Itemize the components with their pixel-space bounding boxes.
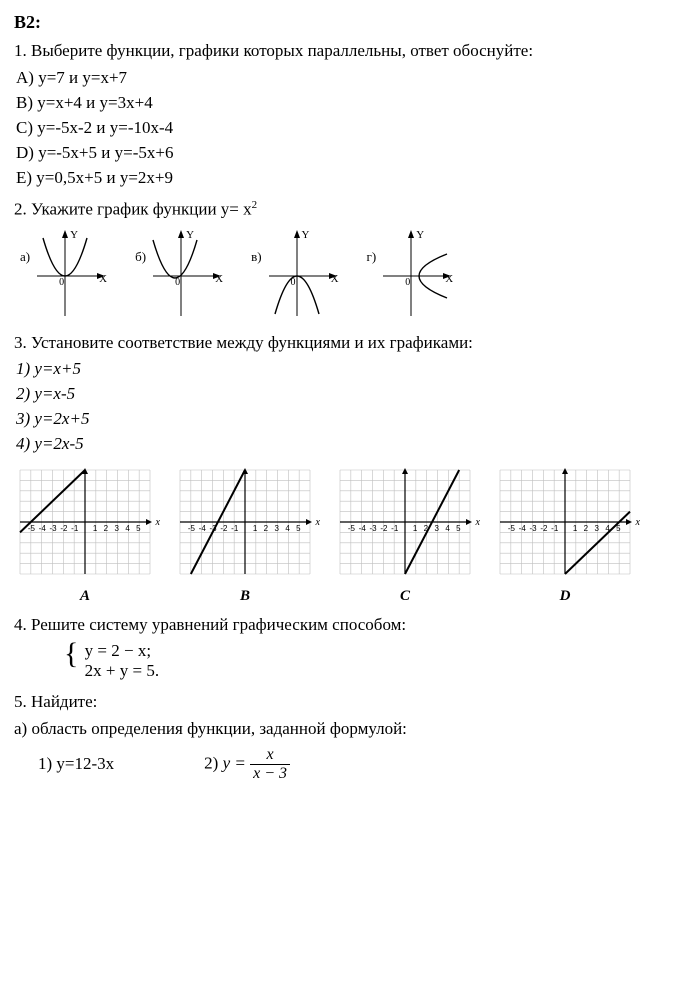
svg-text:-4: -4 (359, 524, 367, 533)
q2-sup: 2 (252, 199, 258, 211)
q2-prompt-text: 2. Укажите график функции y= x (14, 200, 252, 219)
q2-sketch-3: г) Y X 0 (367, 228, 454, 320)
question-1: 1. Выберите функции, графики которых пар… (14, 40, 672, 190)
svg-text:3: 3 (435, 524, 440, 533)
grid-chart: -5-4-3-2-112345x (16, 466, 154, 578)
svg-text:2: 2 (584, 524, 589, 533)
q3-grid-label: C (400, 586, 410, 606)
svg-text:-2: -2 (540, 524, 548, 533)
sketch-box: Y X 0 (265, 228, 339, 320)
svg-text:5: 5 (136, 524, 141, 533)
svg-text:-2: -2 (220, 524, 228, 533)
svg-text:4: 4 (285, 524, 290, 533)
svg-text:-5: -5 (508, 524, 516, 533)
q3-grid-label: D (560, 586, 571, 606)
q3-prompt: 3. Установите соответствие между функция… (14, 332, 672, 355)
q5-item-2-y: y = (223, 754, 251, 773)
svg-text:-2: -2 (60, 524, 68, 533)
q3-grid-B: -5-4-3-2-112345xB (176, 466, 314, 606)
question-5: 5. Найдите: а) область определения функц… (14, 691, 672, 782)
question-3: 3. Установите соответствие между функция… (14, 332, 672, 607)
q2-sketch-row: а) Y X 0б) Y X 0в) (20, 228, 672, 320)
svg-text:3: 3 (595, 524, 600, 533)
svg-text:-1: -1 (71, 524, 79, 533)
q4-eq1: y = 2 − x; (85, 641, 151, 660)
q3-grid-C: -5-4-3-2-112345xC (336, 466, 474, 606)
q5-item-2: 2) y = x x − 3 (204, 747, 290, 782)
svg-text:1: 1 (413, 524, 418, 533)
variant-heading: В2: (14, 10, 672, 34)
q5-frac-num: x (250, 747, 290, 765)
grid-chart: -5-4-3-2-112345x (336, 466, 474, 578)
q3-grid-label: A (80, 586, 90, 606)
svg-text:1: 1 (93, 524, 98, 533)
svg-text:-4: -4 (519, 524, 527, 533)
svg-text:1: 1 (253, 524, 258, 533)
svg-text:-3: -3 (50, 524, 58, 533)
svg-text:-1: -1 (231, 524, 239, 533)
q3-func-4: 4) y=2x-5 (16, 433, 672, 456)
svg-text:1: 1 (573, 524, 578, 533)
q5-prompt: 5. Найдите: (14, 691, 672, 714)
q5-sub: а) область определения функции, заданной… (14, 718, 672, 741)
q1-opt-b: B) y=x+4 и y=3x+4 (16, 92, 672, 115)
svg-text:-3: -3 (530, 524, 538, 533)
q2-sketch-1: б) Y X 0 (135, 228, 223, 320)
svg-text:5: 5 (296, 524, 301, 533)
svg-text:4: 4 (445, 524, 450, 533)
svg-text:-4: -4 (199, 524, 207, 533)
q4-system: { y = 2 − x; 2x + y = 5. (14, 641, 672, 683)
svg-text:2: 2 (104, 524, 109, 533)
q5-item-2-lead: 2) (204, 754, 222, 773)
q3-func-1: 1) y=x+5 (16, 358, 672, 381)
q2-sketch-2: в) Y X 0 (251, 228, 338, 320)
brace-icon: { (64, 641, 78, 667)
q1-opt-c: C) y=-5x-2 и y=-10x-4 (16, 117, 672, 140)
sketch-box: Y X 0 (33, 228, 107, 320)
q3-grid-row: -5-4-3-2-112345xA-5-4-3-2-112345xB-5-4-3… (16, 466, 672, 606)
q2-sketch-label: б) (135, 248, 146, 266)
q1-opt-e: E) y=0,5x+5 и y=2x+9 (16, 167, 672, 190)
q2-sketch-label: в) (251, 248, 261, 266)
svg-text:-5: -5 (348, 524, 356, 533)
sketch-box: Y X 0 (149, 228, 223, 320)
q3-grid-A: -5-4-3-2-112345xA (16, 466, 154, 606)
svg-text:3: 3 (275, 524, 280, 533)
q5-item-1: 1) y=12-3x (38, 753, 114, 776)
svg-text:-2: -2 (380, 524, 388, 533)
question-4: 4. Решите систему уравнений графическим … (14, 614, 672, 683)
q2-sketch-0: а) Y X 0 (20, 228, 107, 320)
svg-text:5: 5 (456, 524, 461, 533)
svg-text:-4: -4 (39, 524, 47, 533)
svg-text:2: 2 (264, 524, 269, 533)
svg-text:-1: -1 (391, 524, 399, 533)
question-2: 2. Укажите график функции y= x2 а) Y X 0… (14, 198, 672, 320)
sketch-box: Y X 0 (379, 228, 453, 320)
grid-chart: -5-4-3-2-112345x (176, 466, 314, 578)
q1-prompt: 1. Выберите функции, графики которых пар… (14, 40, 672, 63)
q3-func-2: 2) y=x-5 (16, 383, 672, 406)
svg-text:-5: -5 (188, 524, 196, 533)
q3-grid-label: B (240, 586, 250, 606)
q5-frac-den: x − 3 (250, 765, 290, 782)
grid-chart: -5-4-3-2-112345x (496, 466, 634, 578)
svg-text:-3: -3 (370, 524, 378, 533)
q3-grid-D: -5-4-3-2-112345xD (496, 466, 634, 606)
q4-prompt: 4. Решите систему уравнений графическим … (14, 614, 672, 637)
q2-sketch-label: а) (20, 248, 30, 266)
q4-eq2: 2x + y = 5. (85, 661, 159, 680)
svg-text:-1: -1 (551, 524, 559, 533)
q1-opt-a: A) y=7 и y=x+7 (16, 67, 672, 90)
q1-opt-d: D) y=-5x+5 и y=-5x+6 (16, 142, 672, 165)
svg-text:4: 4 (125, 524, 130, 533)
q3-func-3: 3) y=2x+5 (16, 408, 672, 431)
svg-text:-5: -5 (28, 524, 36, 533)
q2-prompt: 2. Укажите график функции y= x2 (14, 198, 672, 222)
q2-sketch-label: г) (367, 248, 377, 266)
svg-text:3: 3 (115, 524, 120, 533)
fraction-icon: x x − 3 (250, 747, 290, 782)
